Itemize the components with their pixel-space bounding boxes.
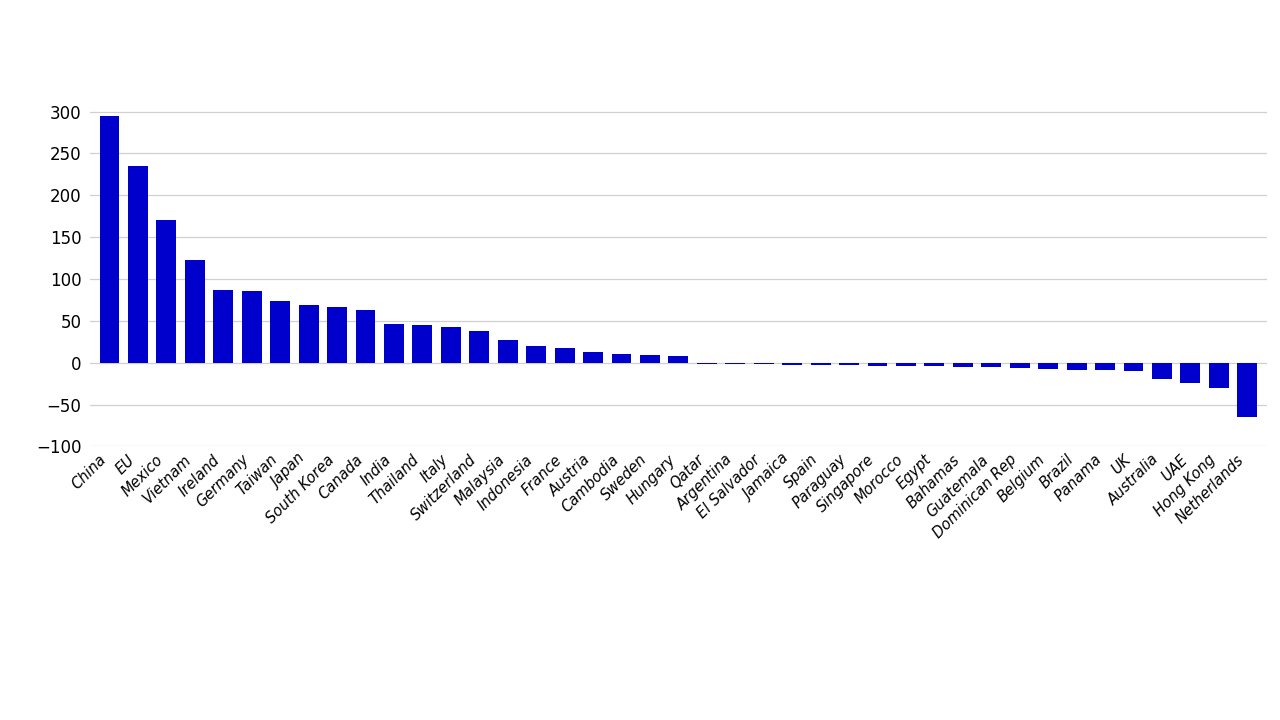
- Bar: [298, 305, 319, 363]
- Bar: [214, 290, 233, 363]
- Bar: [1152, 363, 1172, 379]
- Bar: [754, 363, 773, 364]
- Bar: [356, 310, 375, 363]
- Bar: [328, 307, 347, 363]
- Bar: [470, 331, 489, 363]
- Bar: [924, 363, 945, 366]
- Bar: [128, 166, 148, 363]
- Bar: [782, 363, 803, 365]
- Bar: [100, 116, 119, 363]
- Bar: [952, 363, 973, 367]
- Bar: [982, 363, 1001, 367]
- Bar: [184, 260, 205, 363]
- Bar: [412, 325, 433, 363]
- Bar: [640, 355, 660, 363]
- Bar: [1066, 363, 1087, 370]
- Bar: [726, 363, 745, 364]
- Bar: [384, 324, 404, 363]
- Bar: [612, 354, 631, 363]
- Bar: [1238, 363, 1257, 417]
- Bar: [668, 356, 689, 363]
- Bar: [584, 352, 603, 363]
- Bar: [810, 363, 831, 365]
- Bar: [156, 220, 177, 363]
- Bar: [1208, 363, 1229, 388]
- Bar: [1038, 363, 1059, 369]
- Bar: [1096, 363, 1115, 370]
- Bar: [1010, 363, 1029, 368]
- Bar: [270, 301, 291, 363]
- Bar: [526, 346, 547, 363]
- Bar: [498, 340, 517, 363]
- Bar: [896, 363, 916, 366]
- Bar: [1124, 363, 1143, 371]
- Bar: [1180, 363, 1201, 383]
- Bar: [242, 291, 261, 363]
- Bar: [868, 363, 887, 366]
- Bar: [440, 327, 461, 363]
- Bar: [554, 348, 575, 363]
- Bar: [840, 363, 859, 365]
- Bar: [696, 363, 717, 364]
